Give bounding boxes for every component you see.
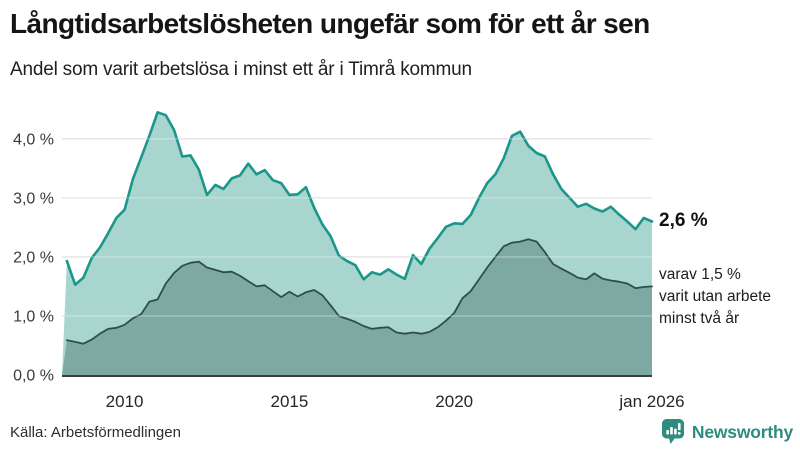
series-line [65,111,654,286]
y-tick-label: 3,0 % [13,190,54,207]
chart-title: Långtidsarbetslösheten ungefär som för e… [10,8,650,39]
inner-series-note: varav 1,5 % varit utan arbete minst två … [659,264,771,330]
x-tick-label: 2015 [270,392,308,411]
note-line-3: minst två år [659,310,740,327]
y-tick-label: 2,0 % [13,249,54,266]
newsworthy-brand: Newsworthy [661,419,793,445]
newsworthy-logo-icon [661,419,684,444]
y-tick-label: 1,0 % [13,308,54,325]
series-line [66,238,653,345]
newsworthy-wordmark: Newsworthy [691,421,793,442]
x-tick-label: jan 2026 [618,392,684,411]
note-line-1: varav 1,5 % [659,266,741,283]
series-area [62,239,652,375]
y-tick-label: 4,0 % [13,131,54,148]
source-label: Källa: Arbetsförmedlingen [10,424,181,441]
x-tick-label: 2010 [106,392,144,411]
latest-value-label: 2,6 % [659,210,708,231]
note-line-2: varit utan arbete [659,288,772,305]
chart-subtitle: Andel som varit arbetslösa i minst ett å… [10,59,472,80]
x-tick-label: 2020 [435,392,473,411]
y-tick-label: 0,0 % [13,368,54,385]
